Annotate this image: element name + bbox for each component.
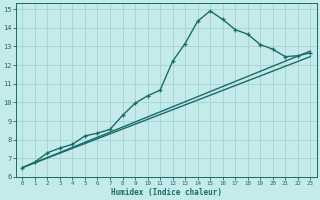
- X-axis label: Humidex (Indice chaleur): Humidex (Indice chaleur): [111, 188, 222, 197]
